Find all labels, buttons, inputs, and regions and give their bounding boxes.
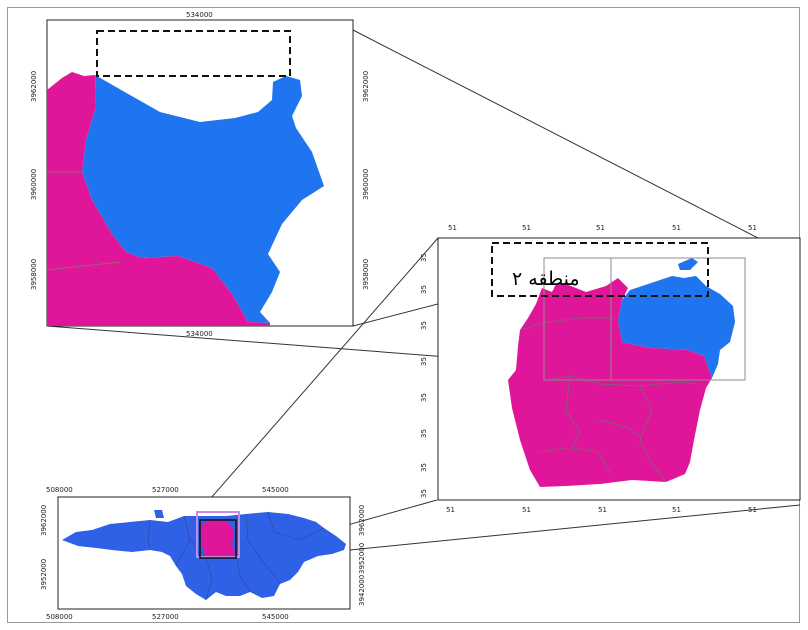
region-left-tick: 35 bbox=[420, 429, 428, 438]
region-bottom-tick: 51 bbox=[598, 506, 607, 514]
region-top-tick: 51 bbox=[596, 224, 605, 232]
inset-bottom-tick: 534000 bbox=[186, 330, 213, 338]
boundary-line bbox=[46, 261, 121, 271]
region-top-tick: 51 bbox=[448, 224, 457, 232]
region-left-tick: 35 bbox=[420, 489, 428, 498]
region-map bbox=[437, 237, 801, 501]
region-bottom-tick: 51 bbox=[748, 506, 757, 514]
region-left-tick: 35 bbox=[420, 463, 428, 472]
region-2-area bbox=[200, 520, 236, 558]
region-bottom-tick: 51 bbox=[446, 506, 455, 514]
inset-left-tick: 3962000 bbox=[30, 70, 38, 102]
region-left-tick: 35 bbox=[420, 357, 428, 366]
region-left-tick: 35 bbox=[420, 285, 428, 294]
boundary-line bbox=[147, 519, 151, 551]
region-boundaries bbox=[519, 317, 701, 483]
region-dashed-box bbox=[491, 242, 709, 297]
inset-boundaries bbox=[46, 171, 121, 271]
city-top-tick: 527000 bbox=[152, 486, 179, 494]
region-left-tick: 35 bbox=[420, 393, 428, 402]
inset-right-tick: 3960000 bbox=[362, 168, 370, 200]
neighbor-area bbox=[618, 258, 735, 378]
neighbor-area bbox=[82, 75, 324, 323]
inset-dashed-box bbox=[96, 30, 291, 77]
boundary-line bbox=[565, 375, 611, 473]
city-right-tick: 3952000 bbox=[358, 542, 366, 574]
boundary-line bbox=[267, 511, 325, 541]
city-right-tick: 3962000 bbox=[358, 504, 366, 536]
city-left-tick: 3962000 bbox=[40, 504, 48, 536]
region-2-area bbox=[508, 278, 712, 487]
inset-left-tick: 3958000 bbox=[30, 258, 38, 290]
boundary-line bbox=[547, 375, 701, 387]
region-2-label: منطقه ۲ bbox=[512, 268, 580, 290]
boundary-line bbox=[245, 513, 281, 585]
region-top-tick: 51 bbox=[522, 224, 531, 232]
city-map bbox=[57, 496, 351, 610]
city-left-tick: 3952000 bbox=[40, 558, 48, 590]
region-bottom-tick: 51 bbox=[672, 506, 681, 514]
inset-map bbox=[46, 19, 354, 327]
city-top-tick: 508000 bbox=[46, 486, 73, 494]
connector-city-top bbox=[196, 237, 439, 515]
region-bottom-tick: 51 bbox=[522, 506, 531, 514]
region-zoom-rect bbox=[543, 257, 746, 381]
boundary-line bbox=[539, 447, 567, 453]
connector-city-bottom bbox=[349, 504, 801, 551]
city-right-tick: 3942000 bbox=[358, 574, 366, 606]
region-left-tick: 35 bbox=[420, 253, 428, 262]
region-top-tick: 51 bbox=[672, 224, 681, 232]
region-top-tick: 51 bbox=[748, 224, 757, 232]
boundary-line bbox=[235, 553, 251, 593]
boundary-line bbox=[599, 419, 643, 439]
city-bottom-tick: 527000 bbox=[152, 613, 179, 621]
connector-top-right bbox=[352, 29, 798, 259]
region-2-area bbox=[47, 72, 270, 326]
boundary-line bbox=[639, 385, 667, 483]
inset-top-tick: 534000 bbox=[186, 11, 213, 19]
city-region-outline bbox=[199, 519, 237, 559]
region-left-tick: 35 bbox=[420, 321, 428, 330]
boundary-line bbox=[519, 317, 614, 331]
inset-right-tick: 3958000 bbox=[362, 258, 370, 290]
inset-left-tick: 3960000 bbox=[30, 168, 38, 200]
city-bottom-tick: 508000 bbox=[46, 613, 73, 621]
city-bottom-tick: 545000 bbox=[262, 613, 289, 621]
inset-right-tick: 3962000 bbox=[362, 70, 370, 102]
city-top-tick: 545000 bbox=[262, 486, 289, 494]
city-highlight-rect bbox=[196, 511, 240, 558]
